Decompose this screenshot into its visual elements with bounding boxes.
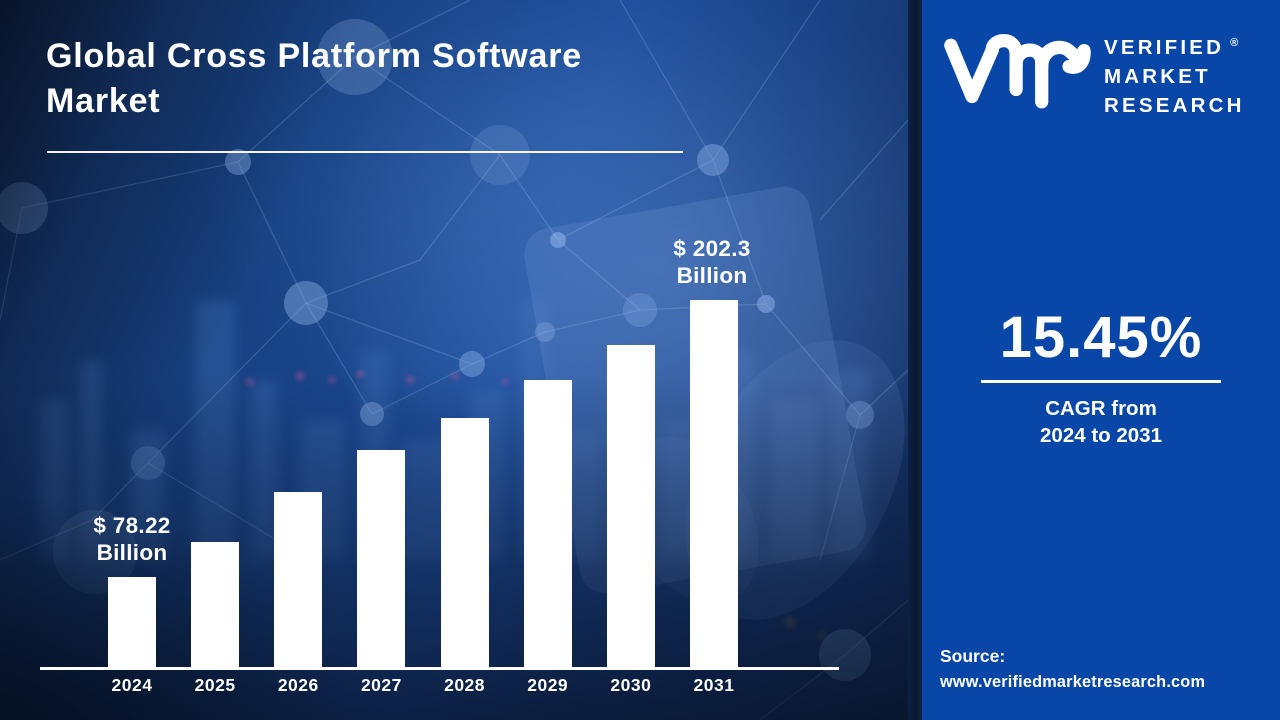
source-url: www.verifiedmarketresearch.com xyxy=(940,673,1206,692)
title-underline xyxy=(47,151,683,153)
x-tick-2024: 2024 xyxy=(111,675,153,695)
bar-2026 xyxy=(274,492,323,670)
brand-line-3: RESEARCH xyxy=(1104,94,1245,118)
x-tick-2027: 2027 xyxy=(360,675,402,695)
bar-2031 xyxy=(689,300,738,670)
bar-2030 xyxy=(606,345,655,670)
cagr-block: 15.45% CAGR from 2024 to 2031 xyxy=(922,304,1280,449)
page-title: Global Cross Platform Software Market xyxy=(46,37,582,121)
bar-2029 xyxy=(523,379,572,670)
panel-divider xyxy=(908,0,922,720)
cagr-underline xyxy=(981,380,1221,383)
bar-2027 xyxy=(357,449,406,670)
bars xyxy=(108,300,738,670)
source-block: Source: www.verifiedmarketresearch.com xyxy=(940,643,1205,695)
brand-name: VERIFIED ® MARKET RESEARCH xyxy=(1104,33,1245,120)
x-tick-2031: 2031 xyxy=(693,675,735,695)
x-axis-line xyxy=(40,667,839,670)
bar-label-2024: $ 78.22 Billion xyxy=(93,513,171,565)
x-tick-2026: 2026 xyxy=(277,675,319,695)
bar-label-2031: $ 202.3 Billion xyxy=(673,236,751,288)
source-label: Source: xyxy=(940,646,1006,666)
bar-2024 xyxy=(108,577,156,670)
registered-trademark: ® xyxy=(1230,37,1239,50)
cagr-caption: CAGR from 2024 to 2031 xyxy=(1040,397,1162,447)
vmr-monogram-icon xyxy=(944,34,1091,109)
x-tick-2025: 2025 xyxy=(194,675,236,695)
brand-logo: VERIFIED ® MARKET RESEARCH xyxy=(942,24,1245,120)
brand-line-1: VERIFIED xyxy=(1104,36,1225,59)
x-tick-2028: 2028 xyxy=(444,675,486,695)
bar-2028 xyxy=(440,418,489,670)
chart-area: Global Cross Platform Software Market 20… xyxy=(0,0,908,720)
brand-panel: VERIFIED ® MARKET RESEARCH 15.45% CAGR fr… xyxy=(922,0,1280,720)
x-tick-2030: 2030 xyxy=(610,675,652,695)
x-tick-2029: 2029 xyxy=(527,675,569,695)
cagr-value: 15.45% xyxy=(999,305,1203,370)
brand-line-2: MARKET xyxy=(1104,65,1211,89)
x-axis-labels: 2024 2025 2026 2027 2028 2029 2030 2031 xyxy=(108,675,738,696)
